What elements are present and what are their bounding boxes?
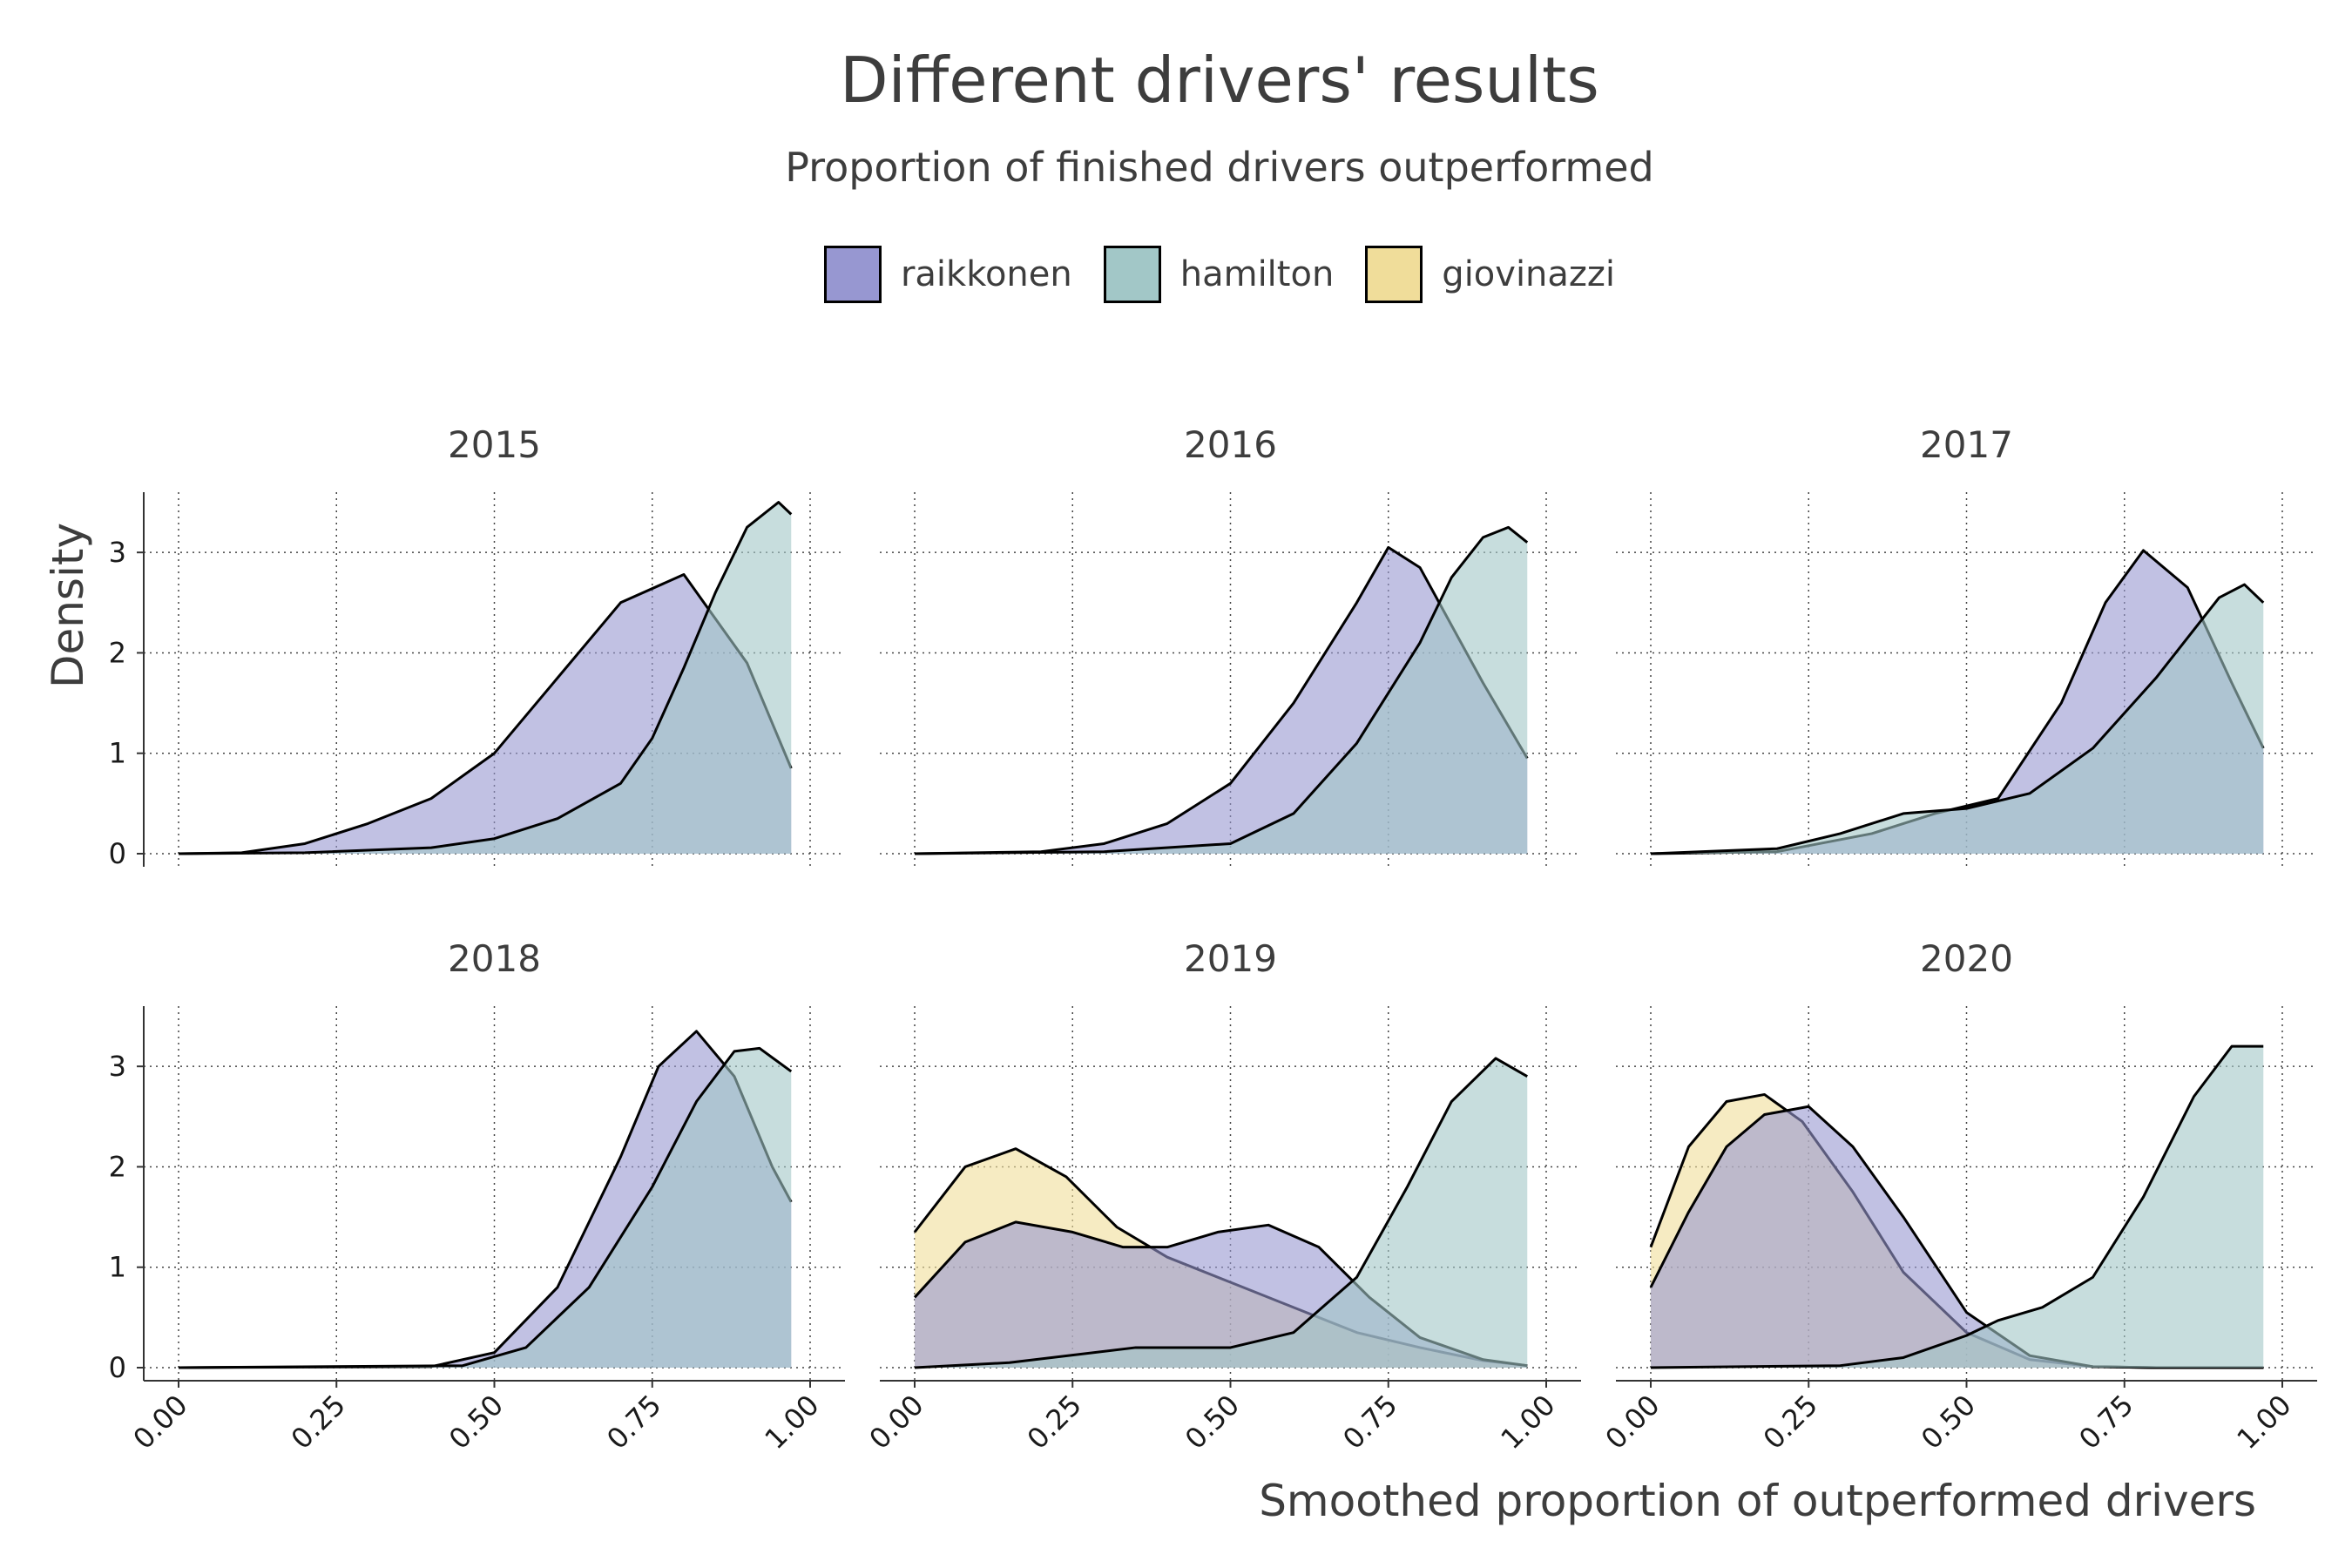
density-area-hamilton-2020: [1651, 1046, 2264, 1368]
legend-swatch-raikkonen: [823, 246, 882, 303]
density-line-hamilton-2016: [914, 525, 1529, 855]
x-tick-label: 0.75: [600, 1389, 667, 1456]
density-area-hamilton-2018: [179, 1048, 792, 1368]
x-tick-label: 1.00: [758, 1389, 825, 1456]
x-tick-label: 0.00: [862, 1389, 929, 1456]
facet-label-2017: 2017: [1920, 423, 2013, 466]
x-tick-label: 0.25: [285, 1389, 352, 1456]
chart-subtitle: Proportion of finished drivers outperfor…: [785, 144, 1654, 191]
x-axis-title: Smoothed proportion of outperformed driv…: [1259, 1476, 2256, 1526]
facet-label-2015: 2015: [448, 423, 541, 466]
x-tick-label: 0.00: [1598, 1389, 1666, 1456]
density-line-hamilton-2019: [914, 1057, 1528, 1369]
legend: raikkonen hamilton giovinazzi: [0, 246, 2352, 303]
facet-label-2018: 2018: [448, 937, 541, 980]
x-tick-label: 0.75: [1336, 1389, 1403, 1456]
y-tick-label: 0: [109, 1351, 126, 1384]
facet-label-2019: 2019: [1184, 937, 1277, 980]
legend-item-giovinazzi: giovinazzi: [1365, 246, 1615, 303]
x-tick-label: 1.00: [2230, 1389, 2297, 1456]
x-tick-label: 0.00: [126, 1389, 193, 1456]
x-tick-label: 0.50: [443, 1389, 510, 1456]
x-tick-label: 0.25: [1757, 1389, 1824, 1456]
x-tick-label: 0.50: [1915, 1389, 1982, 1456]
y-axis-title: Density: [43, 523, 93, 688]
legend-item-hamilton: hamilton: [1103, 246, 1335, 303]
y-tick-label: 2: [109, 1150, 126, 1183]
density-line-hamilton-2015: [178, 501, 793, 855]
legend-swatch-hamilton: [1103, 246, 1161, 303]
density-line-hamilton-2020: [1650, 1044, 2264, 1369]
y-tick-label: 1: [109, 737, 126, 770]
density-area-hamilton-2017: [1651, 585, 2264, 854]
legend-label-raikkonen: raikkonen: [900, 254, 1072, 294]
density-line-hamilton-2017: [1650, 583, 2265, 855]
legend-label-giovinazzi: giovinazzi: [1442, 254, 1616, 294]
y-tick-label: 3: [109, 1050, 126, 1083]
facet-label-2016: 2016: [1184, 423, 1277, 466]
density-area-hamilton-2019: [915, 1058, 1528, 1368]
density-area-hamilton-2016: [915, 527, 1528, 854]
facet-label-2020: 2020: [1920, 937, 2013, 980]
x-tick-label: 0.75: [2072, 1389, 2139, 1456]
x-tick-label: 0.25: [1021, 1389, 1088, 1456]
y-tick-label: 1: [109, 1251, 126, 1284]
density-line-hamilton-2018: [178, 1046, 793, 1369]
x-tick-label: 0.50: [1179, 1389, 1246, 1456]
legend-swatch-giovinazzi: [1365, 246, 1423, 303]
y-tick-label: 0: [109, 837, 126, 870]
y-tick-label: 2: [109, 636, 126, 669]
legend-item-raikkonen: raikkonen: [823, 246, 1072, 303]
x-tick-label: 1.00: [1494, 1389, 1561, 1456]
chart-title: Different drivers' results: [840, 44, 1599, 117]
legend-label-hamilton: hamilton: [1179, 254, 1335, 294]
density-line-raikkonen-2015: [178, 573, 793, 855]
y-tick-label: 3: [109, 536, 126, 569]
density-area-hamilton-2015: [179, 502, 792, 854]
density-area-raikkonen-2020: [1651, 1106, 2264, 1368]
